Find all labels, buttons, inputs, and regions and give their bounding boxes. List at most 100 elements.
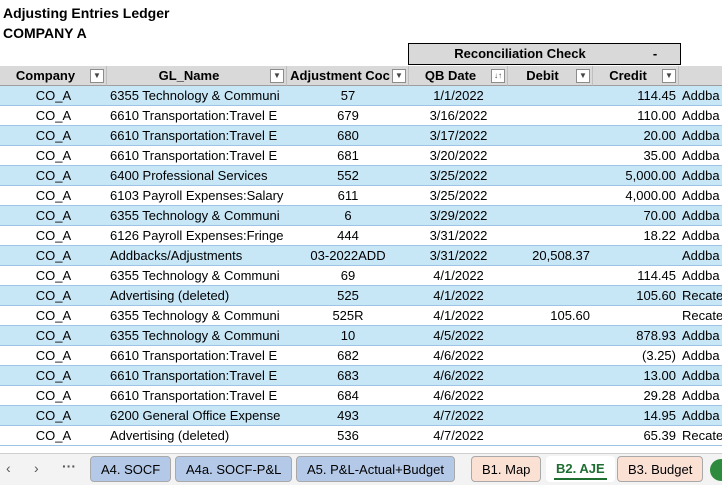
table-cell: Recate <box>682 428 722 443</box>
table-row <box>0 406 722 426</box>
table-cell: 6355 Technology & Communi <box>110 268 280 283</box>
table-cell: 105.60 <box>636 288 676 303</box>
table-cell: 114.45 <box>637 88 676 103</box>
table-cell: CO_A <box>35 208 72 223</box>
table-cell: 14.95 <box>643 408 676 423</box>
column-header: QB Date <box>409 66 508 86</box>
sort-filter-button[interactable]: ↓↑ <box>491 69 505 83</box>
table-cell: 6610 Transportation:Travel E <box>110 388 278 403</box>
sheet-tab[interactable]: B2. AJE <box>546 456 615 482</box>
table-cell: CO_A <box>35 308 72 323</box>
table-cell: 3/20/2022 <box>429 148 488 163</box>
table-cell: 6610 Transportation:Travel E <box>110 368 278 383</box>
table-cell: 13.00 <box>643 368 676 383</box>
table-cell: 4/6/2022 <box>433 348 484 363</box>
table-row <box>0 166 722 186</box>
table-cell: 4/6/2022 <box>433 388 484 403</box>
sheet-tab[interactable]: B3. Budget <box>617 456 704 482</box>
table-cell: 5,000.00 <box>625 168 676 183</box>
table-cell: 536 <box>337 428 359 443</box>
table-cell: 680 <box>337 128 359 143</box>
table-row <box>0 426 722 446</box>
table-row <box>0 386 722 406</box>
scroll-left[interactable]: ‹ <box>6 460 11 476</box>
table-row <box>0 346 722 366</box>
table-cell: 679 <box>337 108 359 123</box>
add-sheet[interactable] <box>710 459 722 481</box>
sheet-tab[interactable]: B1. Map <box>471 456 542 482</box>
table-cell: 4/7/2022 <box>433 408 484 423</box>
table-cell: 18.22 <box>643 228 676 243</box>
table-cell: Addba <box>682 348 720 363</box>
table-cell: Addba <box>682 128 720 143</box>
table-cell: CO_A <box>35 388 72 403</box>
filter-button[interactable]: ▼ <box>270 69 284 83</box>
table-cell: Addba <box>682 408 720 423</box>
column-header: Adjustment Coc <box>287 66 409 86</box>
table-cell: 493 <box>337 408 359 423</box>
table-row <box>0 366 722 386</box>
table-cell: 3/31/2022 <box>429 248 488 263</box>
table-cell: Advertising (deleted) <box>110 288 230 303</box>
table-cell: Addba <box>682 88 720 103</box>
table-cell: Advertising (deleted) <box>110 428 230 443</box>
table-row <box>0 286 722 306</box>
table-cell: 6355 Technology & Communi <box>110 88 280 103</box>
table-cell: 611 <box>337 188 359 203</box>
reconciliation-value: - <box>652 46 658 61</box>
table-cell: 525R <box>332 308 364 323</box>
table-cell: 684 <box>337 388 359 403</box>
column-header: Debit <box>508 66 593 86</box>
table-cell: Addba <box>682 248 720 263</box>
table-cell: CO_A <box>35 268 72 283</box>
table-cell: 4/7/2022 <box>433 428 484 443</box>
ledger-table: Company ▼ GL_Name ▼ Adjustment Coc ▼ QB Date ↓↑… <box>0 66 722 446</box>
table-row <box>0 306 722 326</box>
table-cell: 105.60 <box>550 308 590 323</box>
more-tabs[interactable]: ··· <box>62 458 76 474</box>
table-cell: 6 <box>344 208 352 223</box>
table-cell: 6355 Technology & Communi <box>110 208 280 223</box>
table-row <box>0 206 722 226</box>
table-row <box>0 186 722 206</box>
sheet-title: Adjusting Entries Ledger <box>3 5 170 21</box>
table-cell: CO_A <box>35 88 72 103</box>
table-cell: 6610 Transportation:Travel E <box>110 108 278 123</box>
sheet-tab[interactable]: A5. P&L-Actual+Budget <box>296 456 455 482</box>
table-cell: 6126 Payroll Expenses:Fringe <box>110 228 284 243</box>
table-cell: 525 <box>337 288 359 303</box>
sheet-tab[interactable]: A4a. SOCF-P&L <box>175 456 293 482</box>
table-cell: CO_A <box>35 288 72 303</box>
filter-button[interactable]: ▼ <box>392 69 406 83</box>
table-cell: CO_A <box>35 128 72 143</box>
table-cell: Addba <box>682 208 720 223</box>
filter-button[interactable]: ▼ <box>90 69 104 83</box>
table-cell: Addba <box>682 368 720 383</box>
table-cell: 35.00 <box>643 148 676 163</box>
table-cell: 3/25/2022 <box>429 188 488 203</box>
table-cell: 6355 Technology & Communi <box>110 328 280 343</box>
scroll-right[interactable]: › <box>34 460 39 476</box>
table-cell: 03-2022ADD <box>310 248 386 263</box>
table-cell: 3/29/2022 <box>429 208 488 223</box>
column-header: Credit <box>593 66 679 86</box>
column-header <box>679 66 722 86</box>
sheet-tab[interactable]: A4. SOCF <box>90 456 172 482</box>
table-cell: CO_A <box>35 168 72 183</box>
table-row <box>0 326 722 346</box>
table-cell: Addba <box>682 108 720 123</box>
filter-button[interactable]: ▼ <box>662 69 676 83</box>
table-cell: 552 <box>337 168 359 183</box>
table-cell: 57 <box>340 88 356 103</box>
table-cell: 69 <box>340 268 356 283</box>
table-cell: CO_A <box>35 188 72 203</box>
table-cell: 444 <box>337 228 359 243</box>
table-cell: 4/6/2022 <box>433 368 484 383</box>
table-cell: CO_A <box>35 248 72 263</box>
column-header: GL_Name <box>107 66 287 86</box>
table-cell: 4/1/2022 <box>433 288 484 303</box>
table-cell: 682 <box>337 348 359 363</box>
filter-button[interactable]: ▼ <box>576 69 590 83</box>
table-cell: 1/1/2022 <box>433 88 484 103</box>
table-row <box>0 246 722 266</box>
